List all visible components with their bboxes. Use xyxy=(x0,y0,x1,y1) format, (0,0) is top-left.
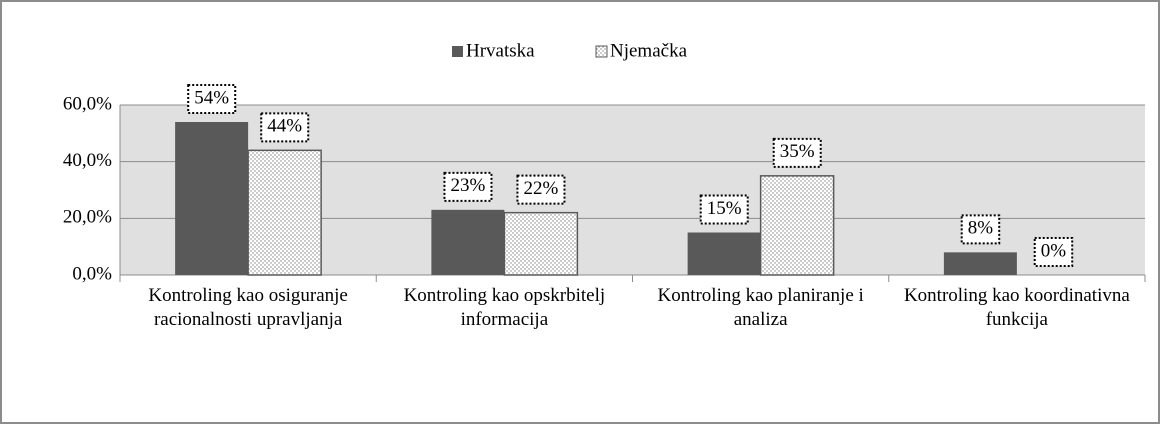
legend-label: Hrvatska xyxy=(466,40,535,61)
bar xyxy=(503,211,579,276)
data-label-box xyxy=(260,112,310,143)
y-tick-label: 0,0% xyxy=(72,263,112,284)
bar xyxy=(943,252,1017,275)
legend-label: Njemačka xyxy=(610,40,688,61)
y-tick-label: 40,0% xyxy=(63,150,112,171)
bar xyxy=(247,149,322,276)
data-label-box xyxy=(443,171,493,202)
x-tick-label: Kontroling kao osiguranje racionalnosti … xyxy=(148,285,348,330)
x-tick-label: Kontroling kao koordinativna funkcija xyxy=(903,285,1130,330)
data-label-box xyxy=(1033,237,1074,267)
bar xyxy=(759,175,835,276)
legend-swatch xyxy=(595,45,608,58)
x-tick-label: Kontroling kao planiranje i analiza xyxy=(657,285,864,330)
data-label: 44% xyxy=(267,116,302,137)
legend-swatch xyxy=(452,46,463,57)
y-tick-label: 60,0% xyxy=(63,93,112,114)
data-label: 22% xyxy=(523,178,558,199)
bar xyxy=(687,232,761,275)
data-label: 15% xyxy=(707,198,742,219)
data-label: 0% xyxy=(1041,240,1067,261)
x-tick-label: Kontroling kao opskrbitelj informacija xyxy=(403,285,606,330)
bar xyxy=(175,122,249,275)
data-label-box xyxy=(516,174,566,205)
data-label-box xyxy=(699,194,749,225)
data-label-box xyxy=(772,137,822,168)
data-label: 54% xyxy=(194,87,229,108)
data-label: 23% xyxy=(450,175,485,196)
data-label-box xyxy=(187,84,237,114)
data-label: 8% xyxy=(968,218,994,239)
data-label-box xyxy=(960,214,1001,245)
y-tick-label: 20,0% xyxy=(63,207,112,228)
data-label: 35% xyxy=(780,141,815,162)
bar xyxy=(431,209,505,275)
